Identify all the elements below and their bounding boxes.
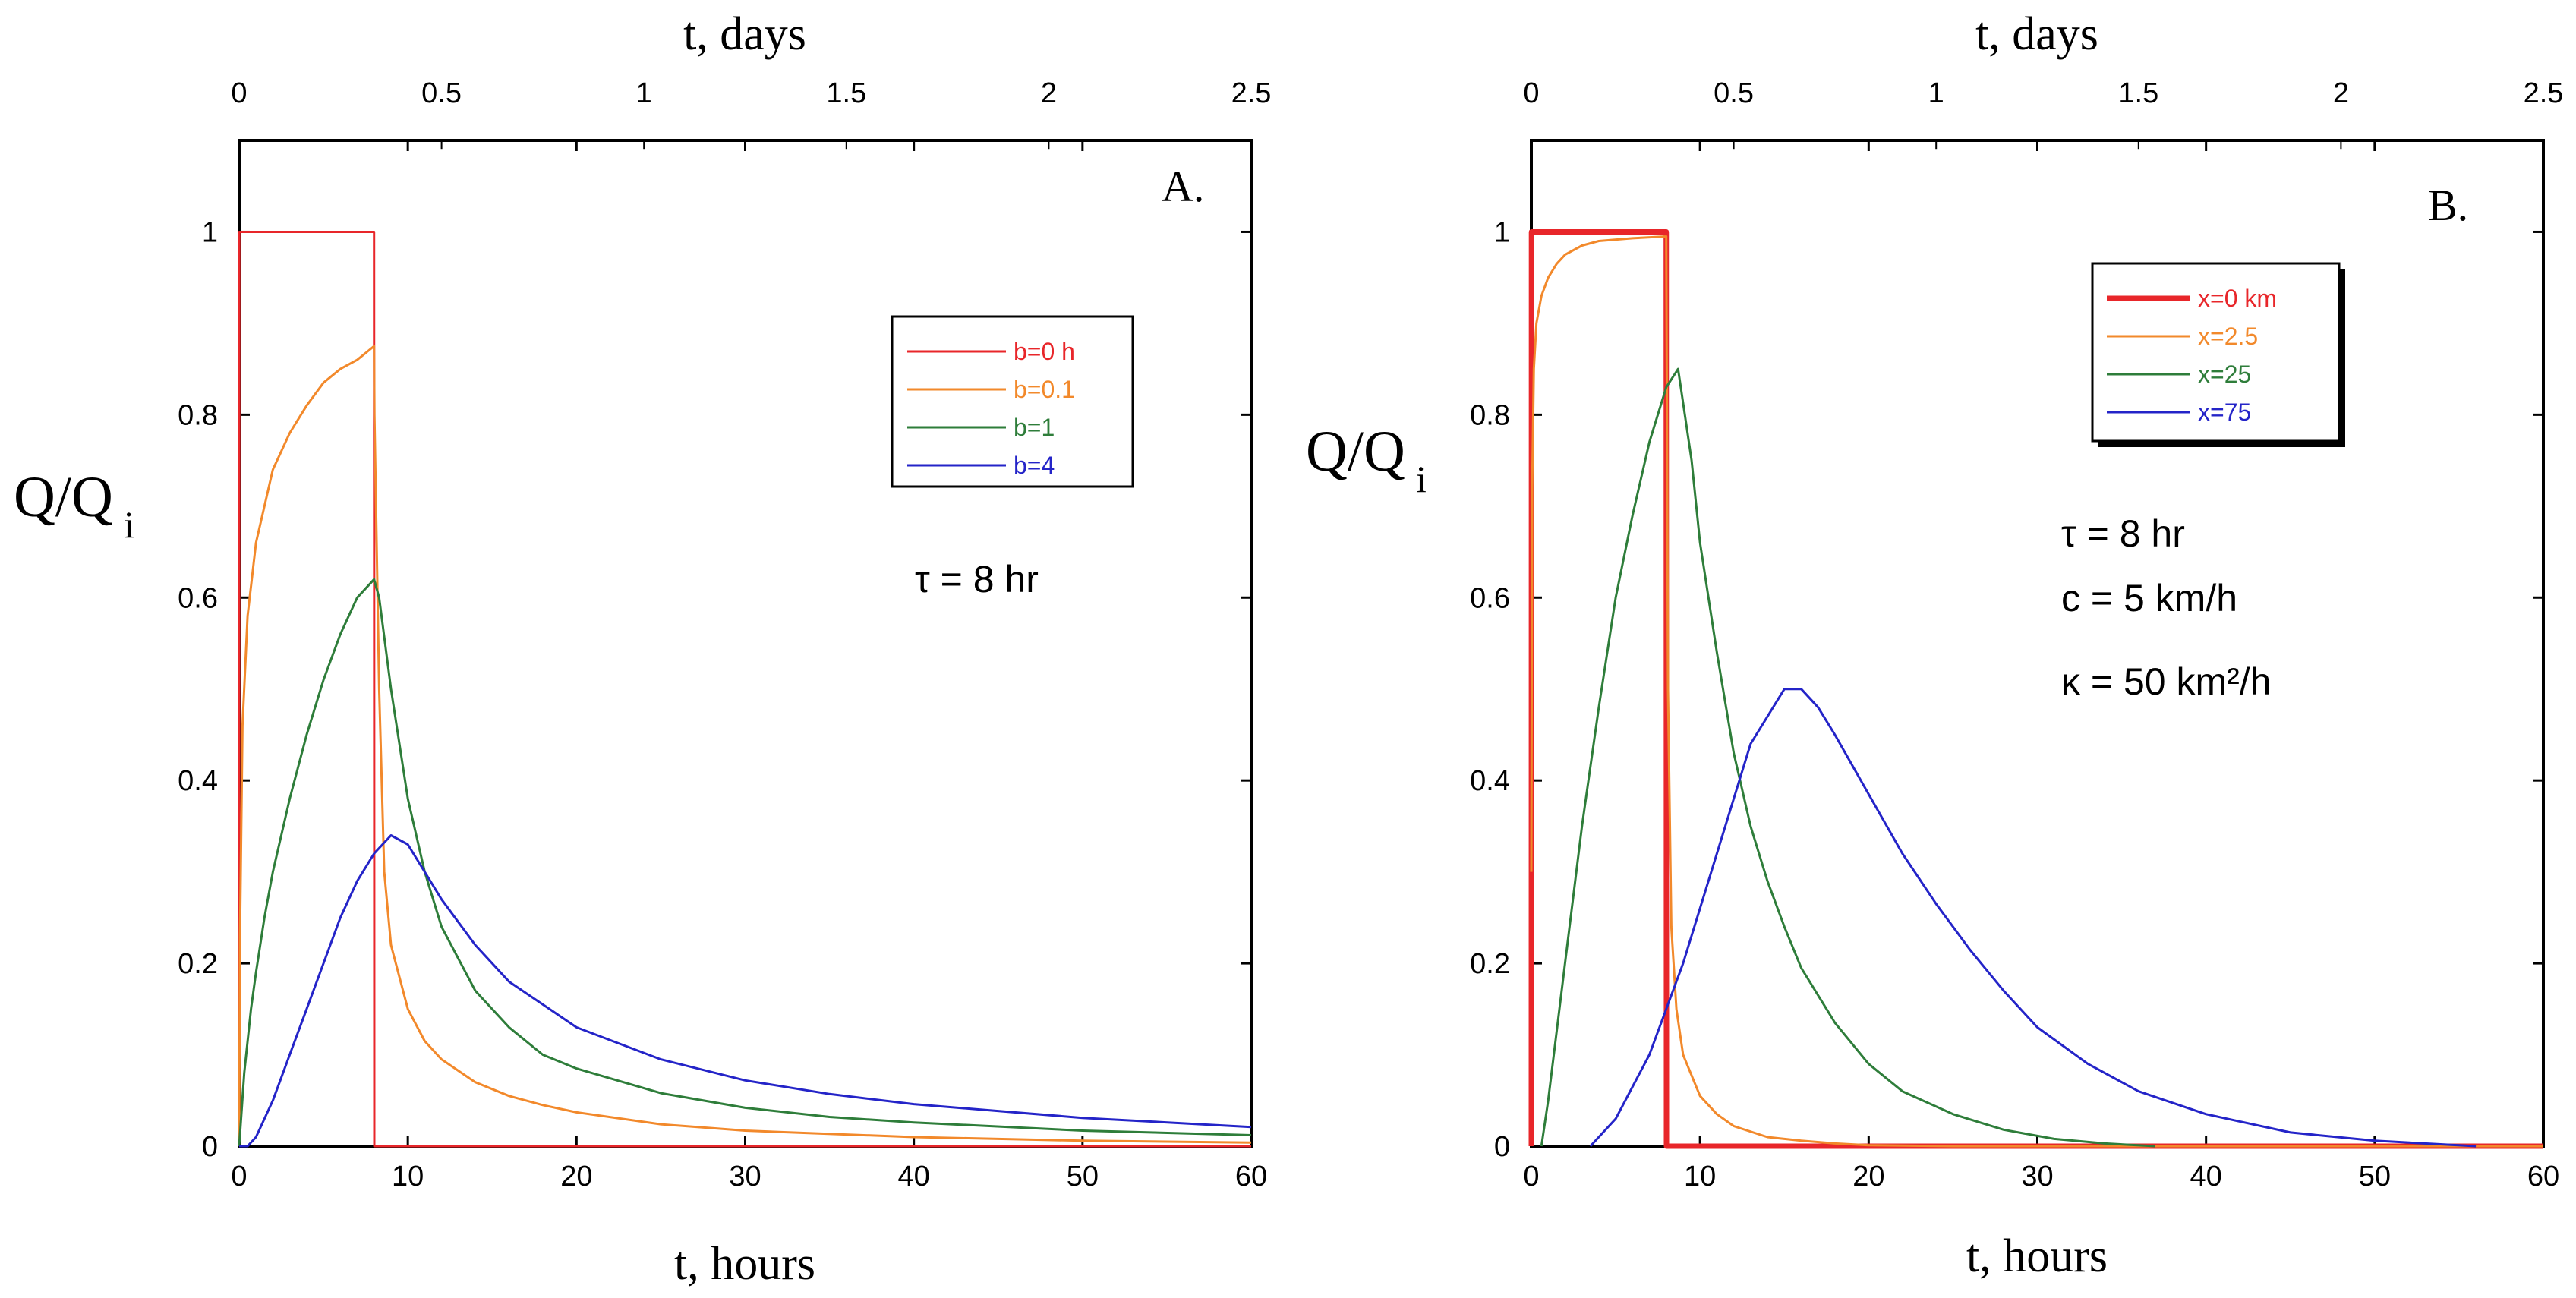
legend-label-b01: b=0.1: [1014, 376, 1075, 403]
x2-tick-label-b-0: 0: [1523, 77, 1539, 109]
x-axis-title-a: t, hours: [674, 1238, 815, 1290]
x-tick-label-b-3: 30: [2021, 1161, 2053, 1192]
x2-tick-label-b-2: 1: [1928, 77, 1944, 109]
annotation-kappa-b: κ = 50 km²/h: [2061, 660, 2272, 703]
y-axis-subscript-b: i: [1416, 458, 1427, 500]
series-line-a-1: [238, 345, 1252, 1147]
x-tick-label-b-1: 10: [1684, 1161, 1716, 1192]
panel-b: 0 10 20 30 40 50 600 0.5 1 1.5 2 2.500.20.40.60.81 …: [1306, 8, 2563, 1282]
panel-a: 0 10 20 30 40 50 600 0.5 1 1.5 2 2.500.20.40.60.81 …: [14, 8, 1271, 1290]
series-line-a-3: [239, 834, 1252, 1148]
series-line-b-2: [1540, 367, 2156, 1148]
x2-tick-label-b-3: 1.5: [2118, 77, 2158, 109]
x2-tick-label-b-4: 2: [2333, 77, 2349, 109]
x2-tick-label-a-1: 0.5: [421, 77, 462, 109]
legend-shadow-b-right: [2339, 269, 2345, 447]
y-tick-label-b-0: 0: [1494, 1131, 1510, 1163]
x2-tick-label-a-4: 2: [1041, 77, 1057, 109]
x-tick-label-a-4: 40: [898, 1161, 930, 1192]
legend-label-b4: b=4: [1014, 452, 1055, 479]
y-tick-label-a-4: 0.8: [178, 399, 218, 431]
y-tick-label-b-5: 1: [1494, 216, 1510, 248]
x2-axis-title-b: t, days: [1975, 8, 2098, 60]
annotation-tau-a: τ = 8 hr: [915, 558, 1039, 600]
legend-label-x250: x=25: [2198, 361, 2251, 388]
panel-label-b: B.: [2428, 181, 2468, 230]
x-tick-label-b-0: 0: [1523, 1161, 1539, 1192]
y-tick-label-a-5: 1: [202, 216, 218, 248]
x-axis-title-b: t, hours: [1966, 1230, 2108, 1282]
y-axis-title-b: Q/Q: [1306, 420, 1405, 484]
x-tick-label-a-5: 50: [1067, 1161, 1099, 1192]
series-line-a-0: [238, 231, 1251, 1148]
x-tick-label-a-1: 10: [392, 1161, 424, 1192]
x-tick-label-b-2: 20: [1852, 1161, 1884, 1192]
y-tick-label-b-2: 0.4: [1470, 765, 1510, 797]
y-tick-label-b-4: 0.8: [1470, 399, 1510, 431]
legend-label-x75: x=75: [2198, 399, 2251, 426]
x-tick-label-b-5: 50: [2359, 1161, 2391, 1192]
x-tick-label-a-0: 0: [231, 1161, 247, 1192]
x-tick-label-b-6: 60: [2527, 1161, 2559, 1192]
legend-box-a: [891, 315, 1134, 488]
series-line-b-1: [1530, 235, 2543, 1148]
x2-tick-label-a-2: 1: [636, 77, 652, 109]
x2-tick-label-a-0: 0: [231, 77, 247, 109]
x-tick-label-b-4: 40: [2190, 1161, 2222, 1192]
x2-tick-label-a-3: 1.5: [826, 77, 866, 109]
panel-label-a: A.: [1162, 162, 1204, 211]
y-axis-subscript-a: i: [124, 503, 134, 546]
legend-label-b0: b=0 h: [1014, 338, 1075, 365]
x2-tick-label-a-5: 2.5: [1231, 77, 1272, 109]
y-tick-label-a-0: 0: [202, 1131, 218, 1163]
x-tick-label-a-2: 20: [560, 1161, 592, 1192]
x-tick-label-a-6: 60: [1235, 1161, 1267, 1192]
y-tick-label-a-1: 0.2: [178, 948, 218, 980]
y-axis-title-a: Q/Q: [14, 465, 113, 529]
y-tick-label-a-3: 0.6: [178, 582, 218, 614]
legend-shadow-b-bottom: [2098, 441, 2345, 447]
y-tick-label-a-2: 0.4: [178, 765, 218, 797]
y-tick-label-b-1: 0.2: [1470, 948, 1510, 980]
legend-label-b1: b=1: [1014, 414, 1055, 441]
x2-tick-label-b-1: 0.5: [1714, 77, 1754, 109]
legend-label-x0: x=0 km: [2198, 285, 2277, 312]
series-line-b-3: [1589, 688, 2477, 1148]
legend-b: x=0 km x=2.5 x=25 x=75: [2091, 262, 2345, 447]
annotation-celerity-b: c = 5 km/h: [2061, 577, 2237, 619]
series-line-a-2: [238, 578, 1252, 1147]
legend-label-x25: x=2.5: [2198, 323, 2258, 350]
y-tick-label-b-3: 0.6: [1470, 582, 1510, 614]
x2-axis-title-a: t, days: [683, 8, 806, 60]
x-tick-label-a-3: 30: [729, 1161, 761, 1192]
annotation-tau-b: τ = 8 hr: [2061, 512, 2185, 555]
x2-tick-label-b-5: 2.5: [2524, 77, 2564, 109]
legend-a: b=0 h b=0.1 b=1 b=4: [891, 315, 1134, 488]
